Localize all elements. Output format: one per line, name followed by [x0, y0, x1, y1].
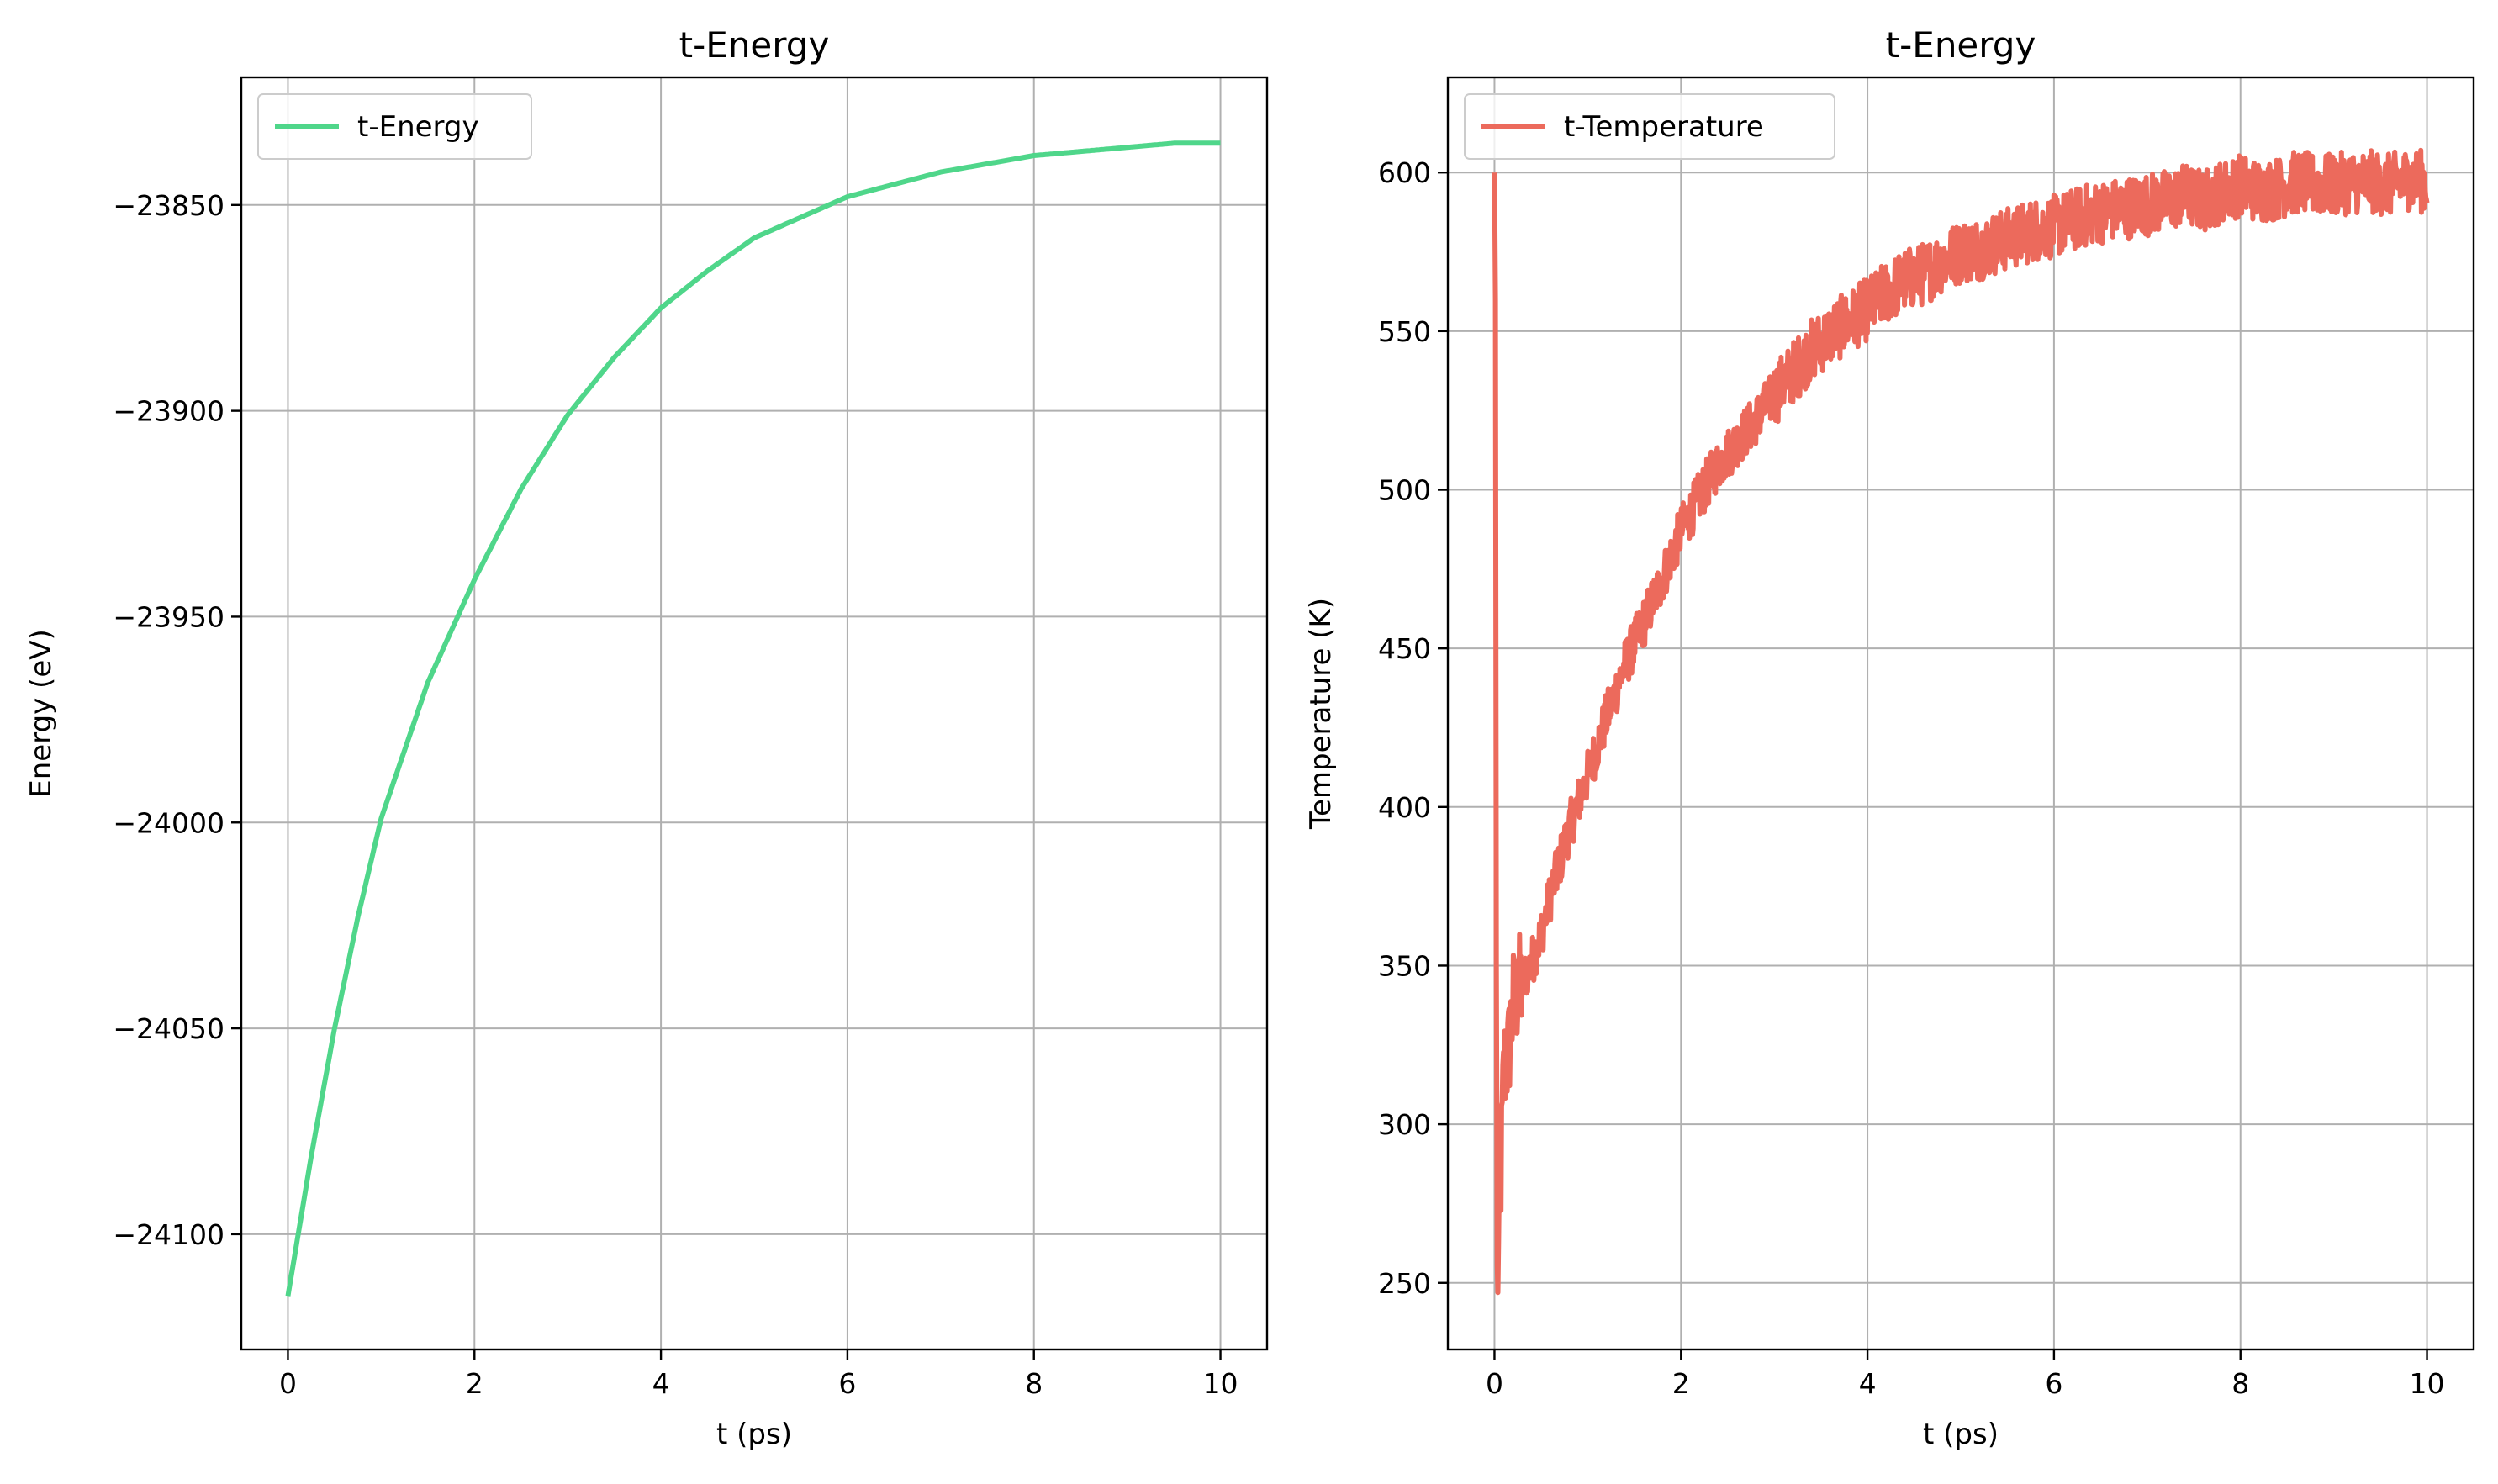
y-tick-label: 550	[1378, 315, 1431, 348]
y-tick-label: 450	[1378, 632, 1431, 665]
y-axis-label: Energy (eV)	[24, 629, 58, 798]
y-tick-label: 600	[1378, 156, 1431, 189]
series-line-0	[285, 140, 1221, 1297]
x-tick-label: 2	[466, 1367, 483, 1400]
legend: t-Temperature	[1464, 93, 1835, 160]
x-tick-label: 4	[1859, 1367, 1877, 1400]
legend: t-Energy	[257, 93, 532, 160]
x-tick-label: 8	[1025, 1367, 1043, 1400]
x-tick-label: 8	[2231, 1367, 2249, 1400]
chart-title: t-Energy	[679, 24, 830, 66]
x-tick-label: 10	[1203, 1367, 1238, 1400]
x-tick-label: 0	[1486, 1367, 1503, 1400]
y-tick-label: −24000	[113, 806, 224, 839]
x-tick-label: 6	[838, 1367, 856, 1400]
y-tick-label: −24050	[113, 1012, 224, 1045]
y-tick-label: 300	[1378, 1108, 1431, 1141]
x-tick-label: 0	[279, 1367, 297, 1400]
y-tick-label: −23850	[113, 189, 224, 222]
x-axis-label: t (ps)	[1923, 1418, 1999, 1451]
x-tick-label: 2	[1672, 1367, 1690, 1400]
x-tick-label: 6	[2045, 1367, 2062, 1400]
y-tick-label: 350	[1378, 949, 1431, 982]
y-tick-label: 400	[1378, 791, 1431, 824]
y-tick-label: 500	[1378, 473, 1431, 506]
chart-title: t-Energy	[1886, 24, 2036, 66]
legend-label: t-Temperature	[1564, 110, 1764, 144]
legend-box	[1464, 93, 1835, 160]
chart-panel-1: 0 2 4 6 8 10 250 300 350 400 450 500 550 600 t-Energy t…	[1304, 24, 2475, 1451]
legend-box	[257, 93, 532, 160]
legend-label: t-Energy	[357, 110, 479, 144]
x-tick-label: 10	[2410, 1367, 2445, 1400]
plot-frame	[240, 76, 1269, 1351]
x-axis-label: t (ps)	[716, 1418, 792, 1451]
series-line-0	[1492, 147, 2430, 1296]
y-tick-label: −23950	[113, 600, 224, 633]
y-tick-label: 250	[1378, 1267, 1431, 1300]
y-tick-label: −24100	[113, 1218, 224, 1251]
plot-frame	[1446, 76, 2475, 1351]
y-axis-label: Temperature (K)	[1304, 598, 1338, 830]
chart-panel-0: 0 2 4 6 8 10 −24100 −24050 −24000 −23950 −23900 −23…	[24, 24, 1269, 1451]
x-tick-label: 4	[652, 1367, 670, 1400]
y-tick-label: −23900	[113, 395, 224, 428]
